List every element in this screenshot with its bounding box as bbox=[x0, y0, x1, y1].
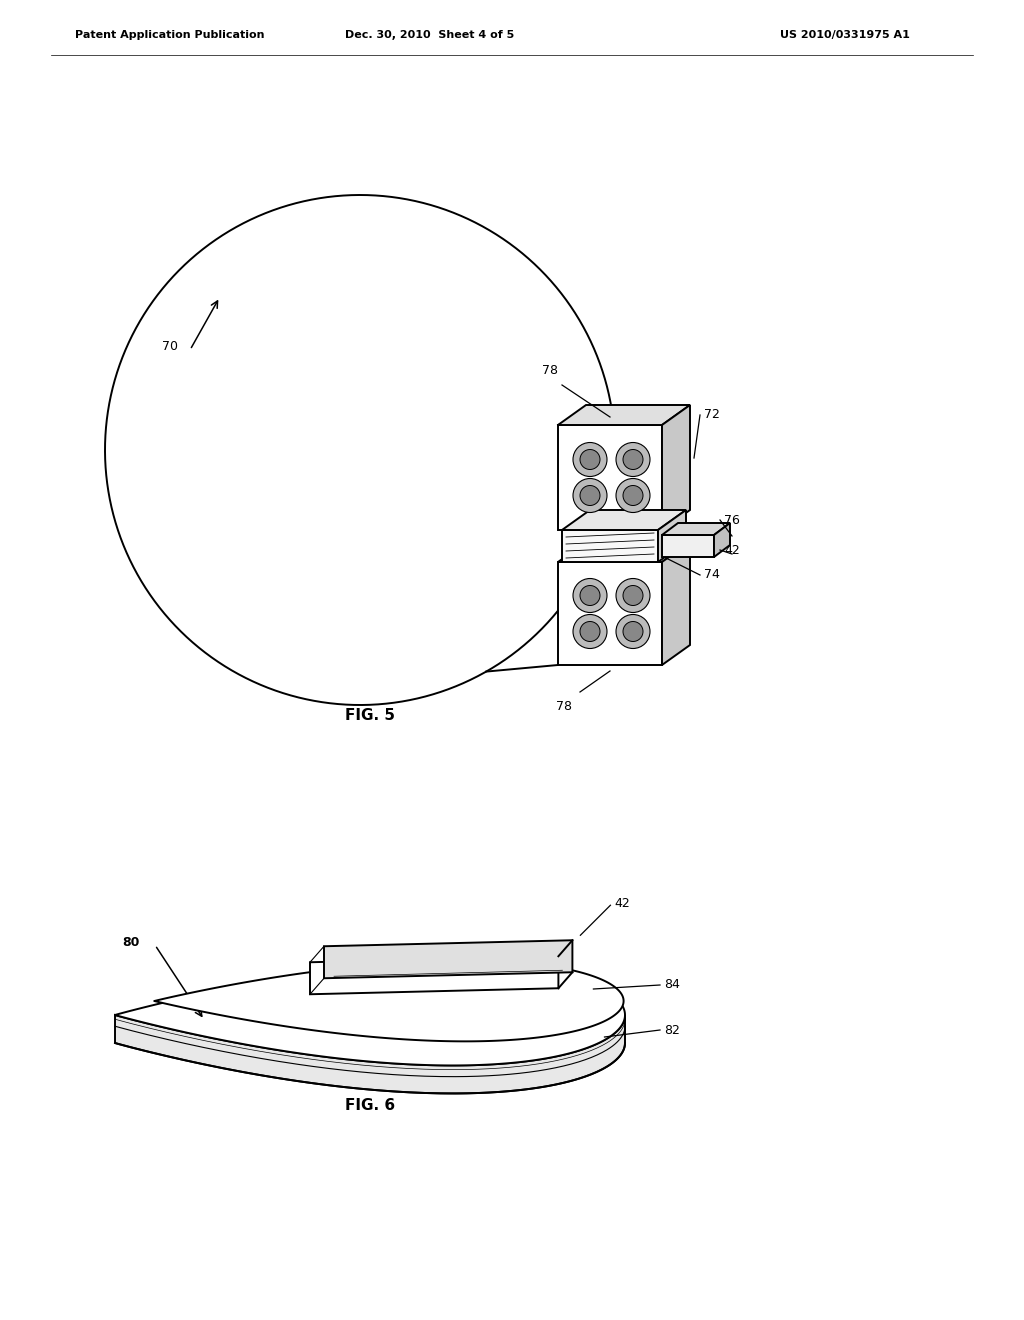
Ellipse shape bbox=[623, 486, 643, 506]
Ellipse shape bbox=[623, 450, 643, 470]
Text: 78: 78 bbox=[556, 700, 572, 713]
Ellipse shape bbox=[616, 442, 650, 477]
Polygon shape bbox=[115, 1015, 625, 1093]
Polygon shape bbox=[558, 543, 690, 562]
Text: 84: 84 bbox=[664, 978, 680, 991]
Text: FIG. 5: FIG. 5 bbox=[345, 708, 395, 722]
Ellipse shape bbox=[616, 615, 650, 648]
Text: 42: 42 bbox=[724, 544, 739, 557]
Text: FIG. 6: FIG. 6 bbox=[345, 1097, 395, 1113]
Polygon shape bbox=[662, 535, 714, 557]
Polygon shape bbox=[324, 940, 572, 978]
Ellipse shape bbox=[573, 479, 607, 512]
Ellipse shape bbox=[616, 479, 650, 512]
Ellipse shape bbox=[616, 578, 650, 612]
Text: 72: 72 bbox=[705, 408, 720, 421]
Ellipse shape bbox=[623, 622, 643, 642]
Polygon shape bbox=[658, 510, 686, 562]
Polygon shape bbox=[558, 425, 662, 531]
Ellipse shape bbox=[580, 586, 600, 606]
Text: 42: 42 bbox=[614, 896, 630, 909]
Polygon shape bbox=[115, 965, 625, 1065]
Text: 70: 70 bbox=[162, 339, 178, 352]
Polygon shape bbox=[662, 405, 690, 531]
Polygon shape bbox=[562, 510, 686, 531]
Ellipse shape bbox=[580, 450, 600, 470]
Text: 78: 78 bbox=[542, 364, 558, 378]
Ellipse shape bbox=[573, 442, 607, 477]
Text: 80: 80 bbox=[123, 936, 140, 949]
Ellipse shape bbox=[623, 586, 643, 606]
Ellipse shape bbox=[573, 578, 607, 612]
Text: 76: 76 bbox=[724, 513, 740, 527]
Text: US 2010/0331975 A1: US 2010/0331975 A1 bbox=[780, 30, 910, 40]
Polygon shape bbox=[714, 523, 730, 557]
Polygon shape bbox=[155, 961, 624, 1041]
Ellipse shape bbox=[573, 615, 607, 648]
Polygon shape bbox=[662, 523, 730, 535]
Polygon shape bbox=[562, 531, 658, 562]
Ellipse shape bbox=[580, 486, 600, 506]
Text: 74: 74 bbox=[705, 569, 720, 582]
Text: 82: 82 bbox=[664, 1023, 680, 1036]
Ellipse shape bbox=[580, 622, 600, 642]
Polygon shape bbox=[310, 956, 558, 994]
Text: Patent Application Publication: Patent Application Publication bbox=[75, 30, 264, 40]
Text: Dec. 30, 2010  Sheet 4 of 5: Dec. 30, 2010 Sheet 4 of 5 bbox=[345, 30, 515, 40]
Polygon shape bbox=[662, 543, 690, 665]
Polygon shape bbox=[558, 562, 662, 665]
Polygon shape bbox=[558, 405, 690, 425]
